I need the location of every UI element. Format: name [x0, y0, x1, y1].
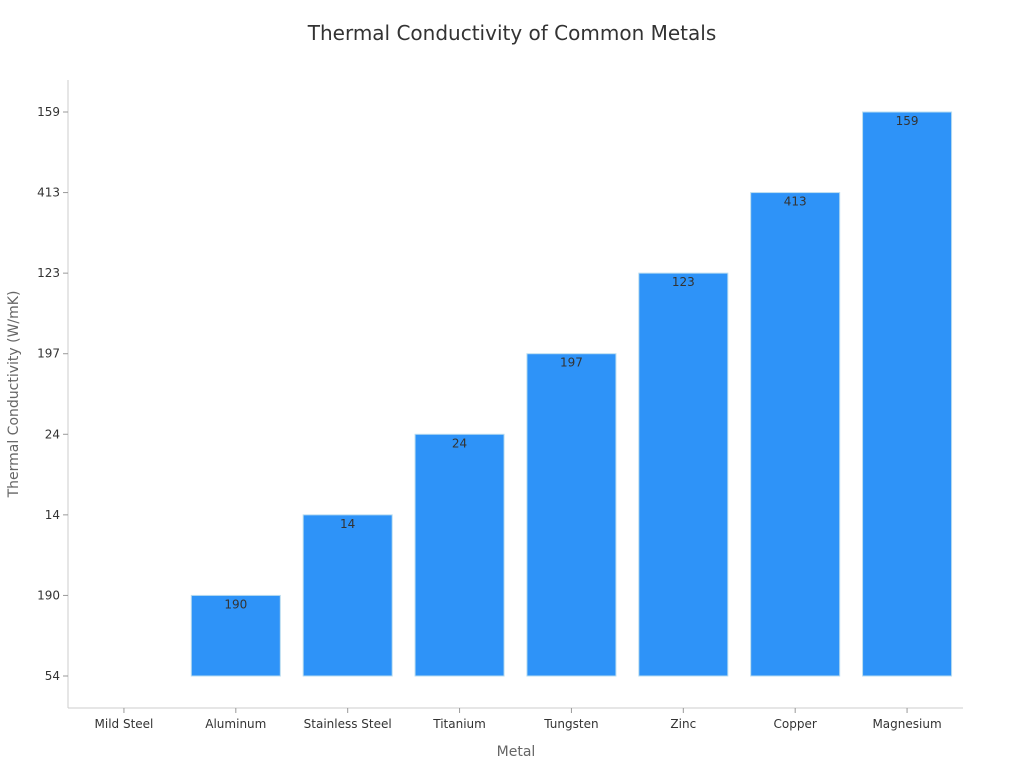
y-ticks-group: 54 190 14 24 197 123 413 159 [37, 105, 68, 683]
bar-zinc [638, 272, 729, 677]
bar-aluminum [190, 594, 281, 677]
x-tick-label: Copper [774, 717, 817, 731]
data-label: 190 [224, 597, 247, 611]
y-tick-label: 159 [37, 105, 60, 119]
x-axis-label: Metal [497, 744, 536, 760]
y-tick-label: 190 [37, 588, 60, 602]
data-label: 14 [340, 517, 355, 531]
bar-copper [750, 192, 841, 677]
y-tick-label: 413 [37, 186, 60, 200]
x-tick-label: Aluminum [205, 717, 266, 731]
data-label: 159 [896, 114, 919, 128]
x-ticks-group: Mild Steel Aluminum Stainless Steel Titaniu… [95, 708, 942, 731]
x-tick-label: Magnesium [872, 717, 941, 731]
x-tick-label: Stainless Steel [304, 717, 392, 731]
y-axis-label: Thermal Conductivity (W/mK) [6, 291, 22, 499]
bar-tungsten [526, 353, 617, 677]
data-label: 413 [784, 195, 807, 209]
y-tick-label: 24 [45, 427, 60, 441]
data-labels-group: 190 14 24 197 123 413 159 [224, 114, 918, 611]
y-tick-label: 197 [37, 347, 60, 361]
x-tick-label: Tungsten [543, 717, 598, 731]
bar-titanium [414, 433, 505, 677]
data-label: 24 [452, 436, 467, 450]
x-tick-label: Zinc [670, 717, 696, 731]
x-tick-label: Mild Steel [95, 717, 154, 731]
y-tick-label: 54 [45, 669, 60, 683]
bar-stainless-steel [302, 514, 393, 677]
y-tick-label: 14 [45, 508, 60, 522]
x-tick-label: Titanium [432, 717, 486, 731]
data-label: 197 [560, 356, 583, 370]
bar-magnesium [862, 111, 953, 677]
bars-group [190, 111, 953, 677]
chart-title: Thermal Conductivity of Common Metals [307, 21, 717, 45]
y-tick-label: 123 [37, 266, 60, 280]
data-label: 123 [672, 275, 695, 289]
